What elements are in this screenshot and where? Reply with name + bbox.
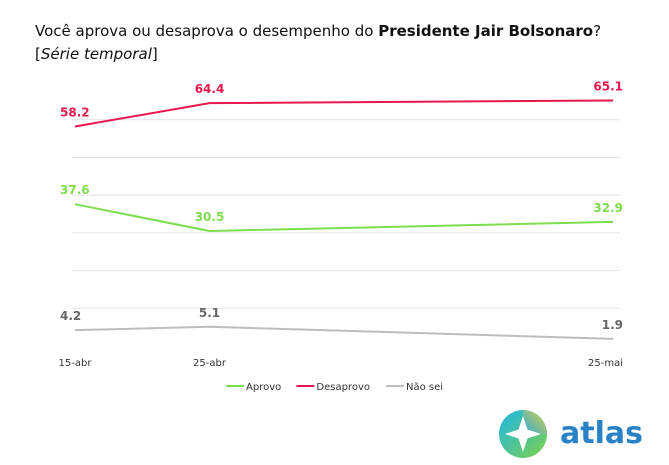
data-label: 1.9 — [602, 318, 623, 332]
data-label: 65.1 — [593, 79, 623, 93]
chart-legend: Aprovo Desaprovo Não sei — [226, 382, 443, 393]
legend-label: Não sei — [406, 382, 443, 393]
series-line-desaprovo — [74, 99, 614, 128]
chart-data-labels: 37.6 30.5 32.9 58.2 64.4 65.1 4.2 5.1 1.9 — [60, 79, 623, 331]
x-tick-label: 15-abr — [59, 358, 93, 369]
legend-label: Desaprovo — [316, 382, 370, 393]
data-label: 58.2 — [60, 106, 90, 120]
series-line-nosei — [74, 325, 614, 340]
chart-grid — [72, 119, 620, 309]
chart-subtitle: [Série temporal] — [35, 45, 158, 63]
data-label: 32.9 — [593, 201, 623, 215]
data-label: 4.2 — [60, 309, 81, 323]
series-line-aprovo — [74, 203, 614, 232]
data-label: 30.5 — [195, 210, 225, 224]
legend-label: Aprovo — [246, 382, 281, 393]
data-label: 5.1 — [199, 306, 220, 320]
x-tick-label: 25-mai — [588, 358, 623, 369]
chart-x-axis: 15-abr 25-abr 25-mai — [59, 358, 623, 369]
x-tick-label: 25-abr — [193, 358, 227, 369]
atlas-compass-logo-icon — [499, 410, 547, 458]
line-chart: 37.6 30.5 32.9 58.2 64.4 65.1 4.2 5.1 1.9 15-abr… — [59, 79, 623, 393]
chart-series — [74, 99, 614, 340]
data-label: 64.4 — [195, 82, 225, 96]
data-label: 37.6 — [60, 183, 90, 197]
chart-title: Você aprova ou desaprova o desempenho do… — [35, 22, 602, 40]
atlas-logo-text: atlas — [560, 416, 643, 451]
